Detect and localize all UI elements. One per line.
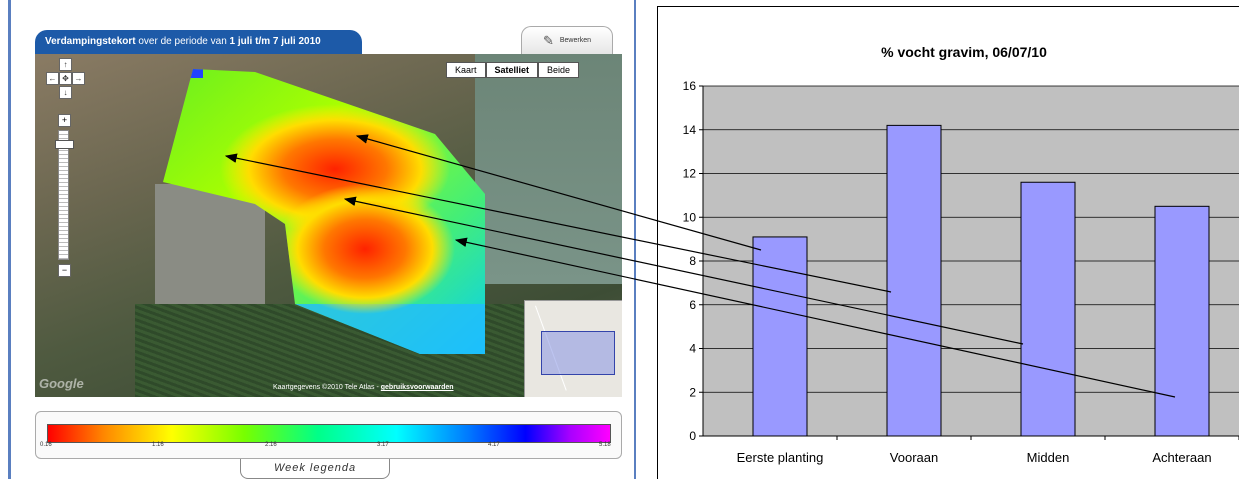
header-period: 1 juli t/m 7 juli 2010 (229, 36, 321, 47)
bar-vooraan (886, 124, 942, 437)
y-tick-labels: 0 2 4 6 8 10 12 14 16 (683, 79, 697, 443)
legend-tick: 1.16 (152, 442, 164, 448)
x-tick-label: Vooraan (890, 450, 938, 465)
legend-tick: 2.16 (265, 442, 277, 448)
map-attribution: Kaartgegevens ©2010 Tele Atlas - gebruik… (273, 384, 454, 391)
pan-control: ↑ ← ✥ → ↓ (42, 58, 90, 106)
frame-rule-left (8, 0, 11, 479)
chart-panel: % vocht gravim, 06/07/10 0 2 4 6 8 10 12 14 16 E… (657, 6, 1239, 479)
map-type-satelliet[interactable]: Satelliet (485, 62, 539, 78)
x-tick-labels: Eerste planting Vooraan Midden Achteraan (737, 450, 1212, 465)
edit-label: Bewerken (559, 37, 592, 44)
legend-tick: 4.17 (488, 442, 500, 448)
map-type-switcher: Kaart Satelliet Beide (446, 62, 580, 78)
y-tick-label: 16 (683, 79, 697, 93)
frame-rule-right (634, 0, 636, 479)
map-type-beide[interactable]: Beide (538, 62, 580, 78)
pan-down-icon[interactable]: ↓ (59, 86, 72, 99)
pan-right-icon[interactable]: → (72, 72, 85, 85)
y-tick-label: 0 (689, 429, 696, 443)
terms-link[interactable]: gebruiksvoorwaarden (380, 384, 454, 391)
google-logo: Google (39, 376, 84, 391)
y-tick-label: 2 (689, 385, 696, 399)
map-type-kaart[interactable]: Kaart (446, 62, 486, 78)
x-tick-label: Achteraan (1152, 450, 1211, 465)
minimap-viewport[interactable] (541, 331, 615, 375)
bar-midden (1020, 181, 1076, 437)
y-tick-label: 12 (683, 167, 697, 181)
pan-center-icon[interactable]: ✥ (59, 72, 72, 85)
legend-tick: 5.18 (599, 442, 611, 448)
zoom-slider[interactable] (58, 130, 69, 260)
y-tick-label: 8 (689, 254, 696, 268)
bar-chart: % vocht gravim, 06/07/10 0 2 4 6 8 10 12 14 16 E… (683, 44, 1239, 465)
legend-tick: 0.16 (40, 442, 52, 448)
overview-minimap[interactable] (524, 300, 622, 397)
map-panel: Verdampingstekort over de periode van 1 … (8, 0, 636, 479)
zoom-in-icon[interactable]: + (58, 114, 71, 127)
attribution-text: Kaartgegevens ©2010 Tele Atlas - (273, 384, 381, 391)
x-tick-label: Midden (1027, 450, 1070, 465)
y-tick-label: 4 (689, 342, 696, 356)
chart-title: % vocht gravim, 06/07/10 (881, 44, 1047, 60)
y-tick-label: 10 (683, 210, 697, 224)
pencil-icon: ✎ (542, 32, 554, 48)
legend-tick: 3.17 (377, 442, 389, 448)
week-legend-tab[interactable]: Week legenda (240, 459, 390, 479)
satellite-map[interactable]: Kaart Satelliet Beide ↑ ← ✥ → ↓ + − Goog… (35, 54, 622, 397)
bar-achteraan (1154, 205, 1210, 437)
zoom-out-icon[interactable]: − (58, 264, 71, 277)
edit-button[interactable]: ✎ Bewerken (521, 26, 613, 54)
legend-color-bar (47, 424, 611, 443)
color-legend: 0.16 1.16 2.16 3.17 4.17 5.18 (35, 411, 622, 459)
pan-up-icon[interactable]: ↑ (59, 58, 72, 71)
y-tick-label: 6 (689, 298, 696, 312)
header-title: Verdampingstekort (45, 36, 136, 47)
pan-left-icon[interactable]: ← (46, 72, 59, 85)
x-tick-label: Eerste planting (737, 450, 824, 465)
y-tick-label: 14 (683, 123, 697, 137)
map-header: Verdampingstekort over de periode van 1 … (35, 30, 362, 54)
header-mid: over de periode van (135, 36, 230, 47)
zoom-slider-handle[interactable] (55, 140, 74, 149)
bar-eerste-planting (752, 236, 808, 437)
